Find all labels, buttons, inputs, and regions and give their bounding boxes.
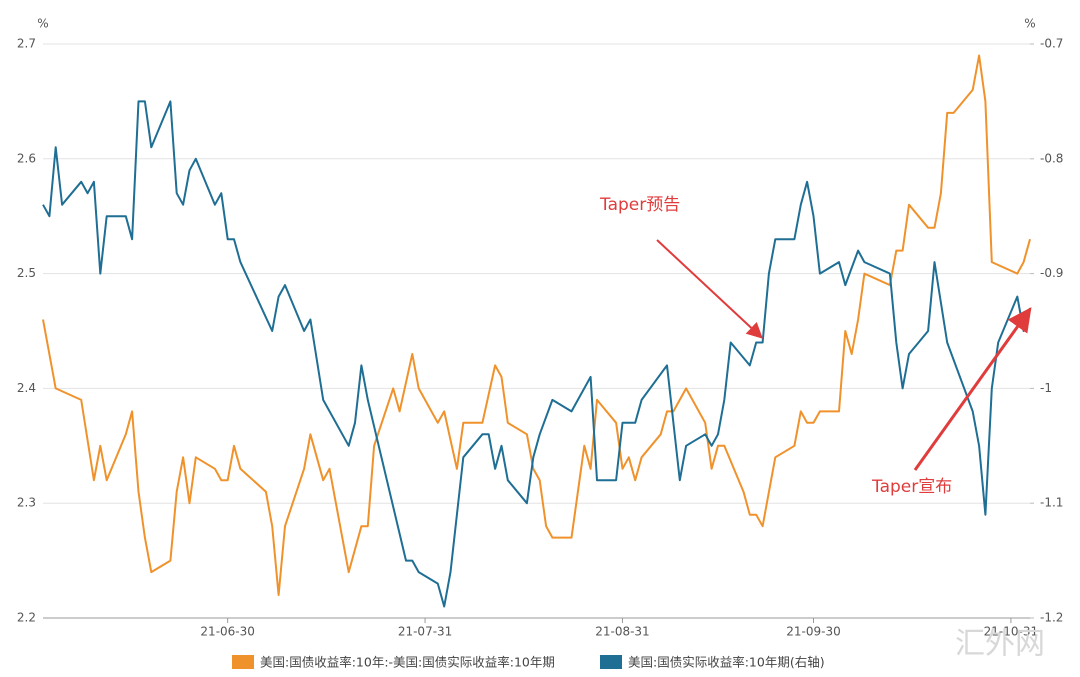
y-tick-label: 2.3 xyxy=(17,496,36,510)
y2-tick-label: -1.2 xyxy=(1040,611,1063,625)
y-unit: % xyxy=(37,17,48,31)
y2-tick-label: -1.1 xyxy=(1040,496,1063,510)
watermark: 汇外网 xyxy=(955,627,1045,662)
y-tick-label: 2.5 xyxy=(17,266,36,280)
arrow xyxy=(656,239,763,339)
x-tick-label: 21-07-31 xyxy=(398,625,452,639)
y2-tick-label: -0.9 xyxy=(1040,266,1063,280)
y-tick-label: 2.6 xyxy=(17,151,36,165)
y2-unit: % xyxy=(1024,17,1035,31)
legend-label: 美国:国债实际收益率:10年期(右轴) xyxy=(628,655,825,670)
annotation: Taper预告 xyxy=(599,195,680,215)
legend-swatch xyxy=(232,655,254,669)
x-tick-label: 21-06-30 xyxy=(200,625,254,639)
legend-label: 美国:国债收益率:10年:-美国:国债实际收益率:10年期 xyxy=(260,655,555,670)
y-tick-label: 2.2 xyxy=(17,611,36,625)
y-tick-label: 2.7 xyxy=(17,37,36,51)
y2-tick-label: -1 xyxy=(1040,381,1052,395)
x-tick-label: 21-10-31 xyxy=(984,625,1038,639)
series-line xyxy=(42,54,1031,596)
y2-tick-label: -0.8 xyxy=(1040,151,1063,165)
y2-tick-label: -0.7 xyxy=(1040,37,1063,51)
annotation: Taper宣布 xyxy=(871,477,952,497)
legend-swatch xyxy=(600,655,622,669)
arrow xyxy=(913,307,1032,471)
y-tick-label: 2.4 xyxy=(17,381,36,395)
x-tick-label: 21-09-30 xyxy=(786,625,840,639)
x-tick-label: 21-08-31 xyxy=(595,625,649,639)
series-line xyxy=(42,100,1031,608)
